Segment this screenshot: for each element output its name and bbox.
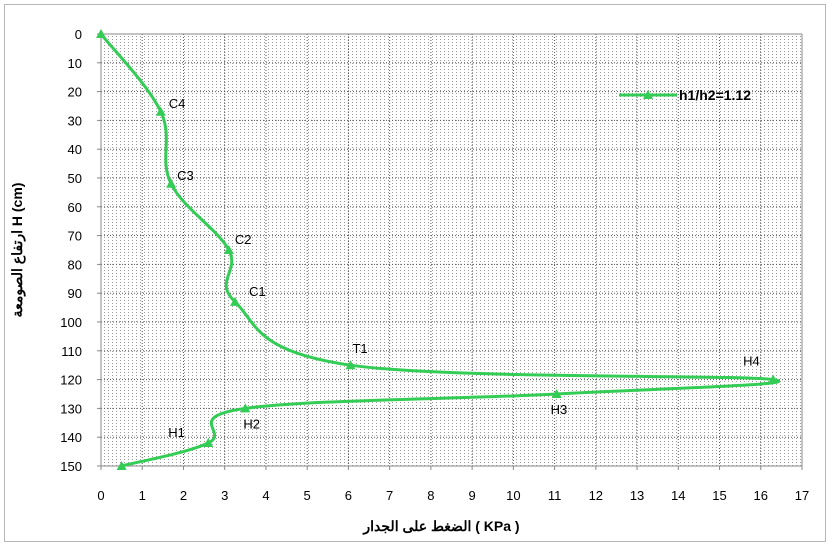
legend-label: h1/h2=1.12 (679, 87, 751, 103)
data-point-marker (116, 461, 127, 470)
x-axis-title: الضغط على الجدار ( KPa ) (362, 518, 519, 535)
y-tick-label: 50 (68, 171, 82, 186)
point-label-c1: C1 (249, 284, 266, 299)
point-label-h4: H4 (743, 354, 760, 369)
x-tick-label: 13 (630, 488, 644, 503)
x-tick-label: 16 (754, 488, 768, 503)
x-tick-label: 6 (345, 488, 352, 503)
x-tick-labels: 0 1 2 3 4 5 6 7 8 9 10 11 12 13 14 15 16 17 (97, 466, 809, 503)
y-tick-label: 110 (61, 344, 82, 359)
y-tick-label: 150 (60, 459, 82, 474)
legend-swatch-marker (643, 90, 653, 99)
point-label-c4: C4 (169, 96, 186, 111)
data-point-marker (240, 403, 251, 413)
y-tick-label: 60 (68, 200, 82, 215)
x-tick-label: 1 (139, 488, 146, 503)
point-label-h2: H2 (243, 416, 260, 431)
series-layer (96, 29, 781, 470)
data-point-marker (155, 106, 166, 116)
y-tick-label: 140 (60, 430, 82, 445)
legend: h1/h2=1.12 (619, 87, 751, 103)
y-tick-label: 90 (68, 286, 82, 301)
data-point-marker (768, 374, 779, 384)
x-tick-label: 17 (795, 488, 809, 503)
data-point-marker (345, 360, 356, 370)
y-tick-label: 130 (60, 401, 82, 416)
x-tick-label: 14 (671, 488, 685, 503)
y-tick-label: 100 (60, 315, 82, 330)
x-tick-label: 4 (262, 488, 269, 503)
x-tick-label: 2 (180, 488, 187, 503)
y-tick-label: 10 (68, 56, 82, 71)
x-tick-label: 7 (386, 488, 393, 503)
x-tick-label: 11 (548, 488, 562, 503)
x-tick-label: 15 (712, 488, 726, 503)
x-tick-label: 0 (97, 488, 104, 503)
y-axis-title: ارتفاع الصومعة H (cm) (9, 183, 26, 318)
data-point-marker (96, 29, 106, 38)
point-label-c3: C3 (177, 168, 194, 183)
data-point-marker (230, 296, 241, 306)
y-tick-label: 20 (68, 85, 82, 100)
x-tick-label: 9 (469, 488, 476, 503)
x-tick-label: 10 (506, 488, 520, 503)
data-point-marker (551, 389, 562, 398)
x-tick-label: 12 (589, 488, 603, 503)
y-tick-label: 80 (68, 257, 82, 272)
x-tick-label: 3 (221, 488, 228, 503)
point-label-h3: H3 (551, 402, 568, 417)
y-tick-label: 30 (68, 113, 82, 128)
data-point-marker (223, 245, 234, 254)
point-label-t1: T1 (352, 341, 367, 356)
data-point-marker (203, 437, 214, 447)
y-tick-label: 70 (68, 229, 82, 244)
plot-area (101, 34, 802, 466)
x-tick-label: 8 (427, 488, 434, 503)
y-tick-labels: 0 10 20 30 40 50 60 70 80 90 100 110 120 130 140 150 (60, 27, 101, 474)
y-tick-label: 0 (75, 27, 82, 42)
plot-dot-pattern (101, 34, 802, 466)
point-label-c2: C2 (235, 232, 252, 247)
x-tick-label: 5 (304, 488, 311, 503)
annotations: C4 C3 C2 C1 T1 H4 H3 H2 H1 (168, 96, 760, 440)
data-point-marker (166, 178, 177, 188)
axes (100, 33, 803, 467)
point-label-h1: H1 (168, 425, 185, 440)
y-tick-label: 120 (60, 373, 82, 388)
y-tick-label: 40 (68, 142, 82, 157)
